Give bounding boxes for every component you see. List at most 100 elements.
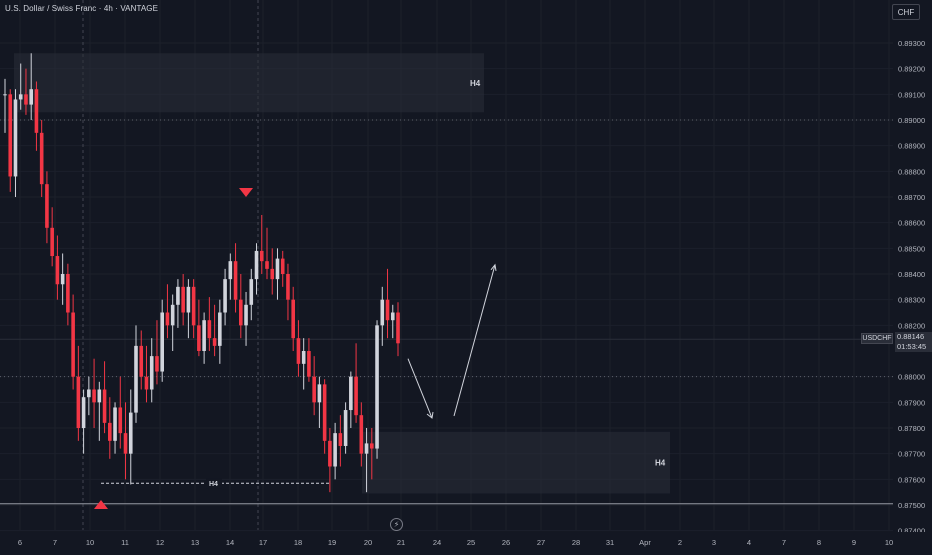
candle — [186, 279, 191, 339]
candle — [390, 304, 395, 339]
candle — [286, 263, 290, 321]
candle-body — [97, 389, 102, 403]
candle — [170, 294, 175, 352]
symbol-price-tag: USDCHF — [861, 333, 893, 344]
candle-body — [207, 320, 212, 339]
candle-body — [139, 345, 144, 377]
candle-body — [66, 274, 70, 313]
candle — [244, 291, 248, 346]
candle-body — [128, 412, 133, 454]
candle-body — [123, 433, 128, 454]
candle-body — [254, 250, 259, 280]
level-layer: H4 — [0, 119, 893, 505]
candle — [233, 243, 238, 313]
lightning-icon[interactable]: ⚡ — [390, 518, 403, 531]
time-tick-label: 12 — [156, 538, 164, 547]
candle — [18, 63, 23, 110]
candle-layer — [3, 53, 400, 493]
price-tick-label: 0.88400 — [898, 270, 925, 279]
zone-label: H4 — [470, 79, 481, 88]
candle — [197, 299, 201, 357]
candle-body — [202, 320, 206, 352]
candle-body — [259, 250, 264, 262]
candle — [349, 371, 353, 429]
candle — [87, 376, 91, 416]
candle-body — [29, 89, 33, 105]
time-tick-label: 9 — [852, 538, 856, 547]
projection-arrowhead — [426, 411, 434, 419]
candle — [333, 422, 337, 480]
symbol-title: U.S. Dollar / Swiss Franc · 4h · VANTAGE — [5, 4, 159, 13]
candle — [13, 89, 18, 198]
candle-body — [155, 356, 159, 372]
candle — [102, 361, 107, 434]
time-tick-label: 11 — [121, 538, 129, 547]
level-label: H4 — [209, 481, 218, 488]
candle-body — [291, 299, 295, 339]
candle — [301, 338, 306, 390]
candle — [118, 376, 123, 449]
marker-layer — [94, 188, 253, 509]
candle-body — [390, 312, 395, 321]
price-tick-label: 0.88200 — [898, 321, 925, 330]
price-tick-label: 0.89200 — [898, 65, 925, 74]
time-tick-label: 18 — [294, 538, 302, 547]
candle — [97, 381, 102, 441]
candle-body — [149, 356, 154, 390]
candle — [354, 343, 358, 423]
candle-body — [312, 376, 316, 403]
candle — [328, 428, 332, 493]
candle — [223, 268, 227, 326]
candle-body — [134, 345, 138, 413]
time-tick-label: 26 — [502, 538, 510, 547]
candle-body — [45, 184, 49, 228]
time-tick-label: 14 — [226, 538, 234, 547]
candle — [385, 268, 390, 339]
candle-body — [280, 258, 285, 275]
time-tick-label: 7 — [53, 538, 57, 547]
candle-body — [3, 94, 7, 96]
candle — [249, 268, 254, 321]
candle-body — [71, 312, 75, 377]
candle — [370, 428, 374, 480]
candle — [291, 286, 295, 352]
candle — [254, 243, 259, 295]
down-triangle-marker — [239, 188, 253, 197]
price-axis[interactable]: 0.89300 0.89200 0.89100 0.89000 0.88900 0.888… — [893, 0, 932, 550]
zone-label: H4 — [655, 459, 666, 468]
candle-body — [60, 274, 65, 285]
projection-leg-up — [453, 264, 496, 417]
candle-body — [218, 312, 222, 346]
up-triangle-marker — [94, 500, 108, 509]
candle — [307, 338, 311, 382]
time-tick-label: 4 — [747, 538, 751, 547]
time-tick-label: 19 — [328, 538, 336, 547]
time-tick-label: 20 — [364, 538, 372, 547]
candle-body — [176, 286, 180, 305]
time-tick-label: 6 — [18, 538, 22, 547]
candle-body — [322, 384, 327, 441]
time-tick-label: 2 — [678, 538, 682, 547]
candle — [165, 284, 170, 339]
candle-body — [333, 433, 337, 467]
time-tick-label: 28 — [572, 538, 580, 547]
supply-demand-zone — [362, 431, 670, 494]
candle — [160, 299, 164, 382]
zone-layer: H4 H4 — [14, 53, 670, 494]
candle-body — [18, 94, 23, 100]
price-tick-label: 0.88000 — [898, 373, 925, 382]
candle-body — [349, 376, 353, 411]
candle-body — [301, 351, 306, 364]
projection-layer — [407, 263, 497, 419]
time-tick-label: 31 — [606, 538, 614, 547]
time-tick-label: 8 — [817, 538, 821, 547]
candle-body — [265, 261, 269, 269]
candle — [139, 330, 144, 390]
candle — [29, 53, 33, 121]
candle — [359, 402, 364, 467]
time-axis[interactable]: 6 7 10 11 12 13 14 17 18 19 20 21 24 25 26 27 28 31 Apr 2 3 4… — [0, 532, 932, 550]
candle — [218, 299, 222, 364]
currency-button[interactable]: CHF — [892, 4, 920, 20]
